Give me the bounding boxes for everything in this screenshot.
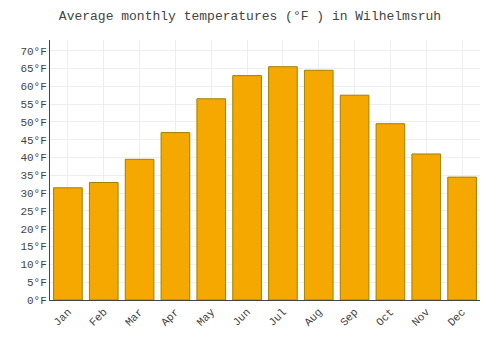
svg-text:Feb: Feb: [87, 306, 109, 328]
svg-text:25°F: 25°F: [20, 206, 46, 218]
svg-text:Dec: Dec: [446, 306, 468, 328]
svg-text:55°F: 55°F: [20, 99, 46, 111]
svg-text:Oct: Oct: [374, 306, 396, 328]
svg-text:15°F: 15°F: [20, 241, 46, 253]
svg-text:30°F: 30°F: [20, 188, 46, 200]
svg-text:45°F: 45°F: [20, 135, 46, 147]
svg-text:60°F: 60°F: [20, 81, 46, 93]
svg-text:Average monthly temperatures (: Average monthly temperatures (°F ) in Wi…: [59, 9, 441, 24]
svg-text:20°F: 20°F: [20, 224, 46, 236]
svg-text:10°F: 10°F: [20, 259, 46, 271]
svg-text:50°F: 50°F: [20, 117, 46, 129]
svg-text:40°F: 40°F: [20, 152, 46, 164]
svg-text:35°F: 35°F: [20, 170, 46, 182]
svg-text:Jan: Jan: [51, 306, 73, 328]
svg-text:70°F: 70°F: [20, 46, 46, 58]
svg-text:May: May: [195, 306, 218, 329]
svg-text:Apr: Apr: [159, 306, 181, 328]
svg-text:Jul: Jul: [266, 306, 288, 328]
svg-text:Mar: Mar: [123, 306, 145, 328]
svg-text:0°F: 0°F: [27, 295, 47, 307]
svg-text:Aug: Aug: [302, 306, 324, 328]
svg-text:Nov: Nov: [410, 306, 433, 329]
svg-text:65°F: 65°F: [20, 63, 46, 75]
svg-text:5°F: 5°F: [27, 277, 47, 289]
svg-text:Sep: Sep: [338, 306, 360, 328]
svg-text:Jun: Jun: [231, 306, 253, 328]
